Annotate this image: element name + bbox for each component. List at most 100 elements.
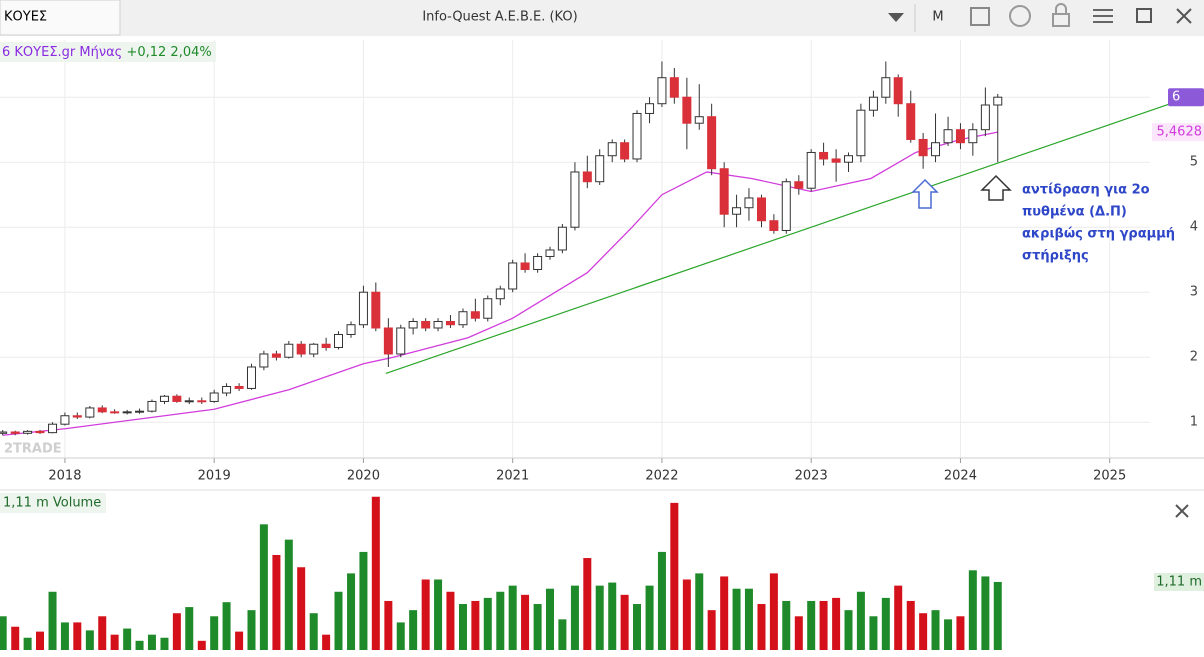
layout-icon[interactable] (970, 7, 990, 26)
volume-bar (844, 610, 853, 650)
volume-bar (247, 610, 256, 650)
candle-body (533, 255, 543, 270)
candle-body (97, 407, 107, 413)
legend-box (0, 42, 216, 62)
volume-bar (583, 558, 592, 650)
candle-body (222, 385, 232, 394)
volume-bar (85, 630, 94, 650)
candle-body (172, 395, 182, 402)
candle-body (234, 385, 244, 389)
candle-body (358, 291, 368, 326)
candle-body (383, 327, 393, 355)
candle-body (620, 142, 630, 160)
candle-body (918, 138, 928, 157)
volume-bar (682, 579, 691, 650)
menu-icon[interactable] (1093, 9, 1113, 23)
volume-bar (458, 604, 467, 650)
volume-legend: 1,11 m Volume (3, 496, 101, 511)
ma-label: 5,4628 (1157, 125, 1203, 140)
volume-bar (595, 585, 604, 650)
candle-body (707, 116, 717, 170)
annotation: πυθμένα (Δ.Π) (1022, 205, 1127, 220)
volume-bar (608, 582, 617, 650)
volume-bar (794, 616, 803, 650)
volume-bar (446, 591, 455, 650)
candle-body (943, 129, 953, 144)
candle-body (819, 151, 829, 160)
volume-bar (919, 613, 928, 650)
candle-body (433, 320, 443, 329)
candle-body (694, 116, 704, 124)
last-price-label: 6 (1172, 90, 1180, 105)
candle-body (632, 112, 642, 160)
candle-body (893, 77, 903, 105)
volume-label-box (1154, 572, 1204, 591)
candle-body (595, 155, 605, 183)
candle-body (719, 168, 729, 215)
candle-body (955, 129, 965, 144)
quote-icon[interactable] (1009, 5, 1031, 27)
candle-body (582, 171, 592, 183)
volume-bar (782, 600, 791, 650)
volume-bar (856, 591, 865, 650)
period-button[interactable]: M (932, 10, 943, 25)
volume-bar (297, 567, 306, 650)
volume-bar (906, 600, 915, 650)
candle-body (645, 103, 655, 114)
volume-bar (185, 607, 194, 650)
candle-body (35, 430, 45, 434)
candle-body (868, 96, 878, 111)
lock-shackle (1055, 3, 1067, 14)
candle-body (334, 333, 344, 348)
candle-body (147, 400, 157, 412)
volume-bar (869, 616, 878, 650)
volume-bar (135, 640, 144, 650)
x-tick-label: 2022 (645, 469, 678, 484)
legend-change: +0,12 2,04% (126, 45, 211, 60)
symbol: ΚΟΥΕΣ (4, 10, 47, 25)
volume-bar (160, 637, 169, 650)
close-button[interactable] (1176, 8, 1192, 24)
x-tick-label: 2020 (347, 469, 380, 484)
volume-bar (172, 613, 181, 650)
volume-bar (222, 602, 231, 650)
candle-body (682, 96, 692, 124)
candle-body (856, 109, 866, 157)
volume-bar (123, 628, 132, 650)
last-price-box (1168, 88, 1204, 107)
dropdown-icon[interactable] (888, 13, 904, 22)
maximize-button[interactable] (1136, 8, 1152, 23)
close-panel-button[interactable] (1175, 504, 1189, 518)
y-tick-label: 4 (1190, 220, 1198, 235)
volume-bar (931, 610, 940, 650)
volume-bar (670, 502, 679, 650)
candle-body (346, 324, 356, 335)
candle-body (881, 77, 891, 98)
volume-bar (483, 597, 492, 650)
symbol-box[interactable] (0, 0, 121, 36)
candle-body (483, 298, 493, 319)
candle-body (495, 288, 505, 300)
candle-body (309, 343, 319, 355)
volume-bar (396, 622, 405, 650)
volume-label: 1,11 m (1156, 574, 1202, 589)
candle-body (259, 353, 269, 368)
volume-bar (147, 634, 156, 650)
legend: 6 ΚΟΥΕΣ.gr Μήνας +0,12 2,04% (2, 45, 212, 60)
volume-bar (732, 588, 741, 650)
annotation-arrow (911, 178, 939, 209)
volume-bar (421, 579, 430, 650)
volume-bar (645, 585, 654, 650)
candle-body (110, 411, 120, 414)
lock-icon[interactable] (1052, 13, 1070, 27)
volume-bar (620, 594, 629, 650)
candle-body (470, 311, 480, 319)
volume-bar (371, 496, 380, 650)
support-line (385, 99, 1181, 375)
volume-bar (533, 604, 542, 650)
candle-body (421, 320, 431, 329)
candle-body (408, 320, 418, 329)
candle-body (781, 181, 791, 231)
candle-body (122, 411, 132, 414)
